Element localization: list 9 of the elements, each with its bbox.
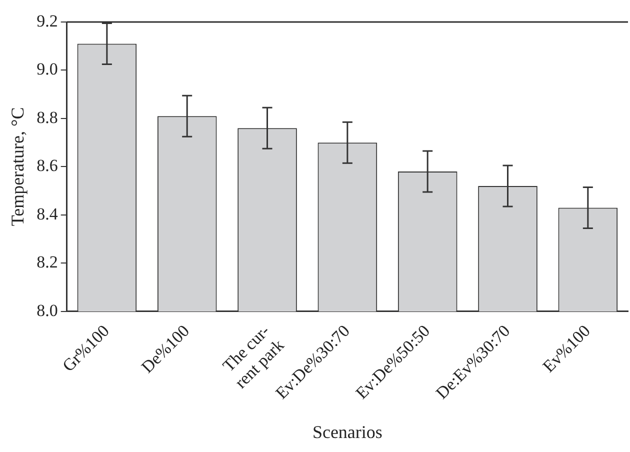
y-tick-label: 8.4 [36, 204, 58, 224]
y-tick-label: 8.6 [36, 156, 58, 176]
y-tick-label: 8.2 [36, 252, 58, 272]
y-axis-title: Temperature, °C [8, 107, 28, 226]
x-axis-title: Scenarios [312, 422, 382, 442]
y-tick-label: 9.0 [36, 60, 58, 79]
y-tick-label: 8.0 [36, 300, 58, 320]
y-tick-label: 9.2 [36, 11, 58, 30]
y-tick-label: 8.8 [36, 108, 58, 127]
